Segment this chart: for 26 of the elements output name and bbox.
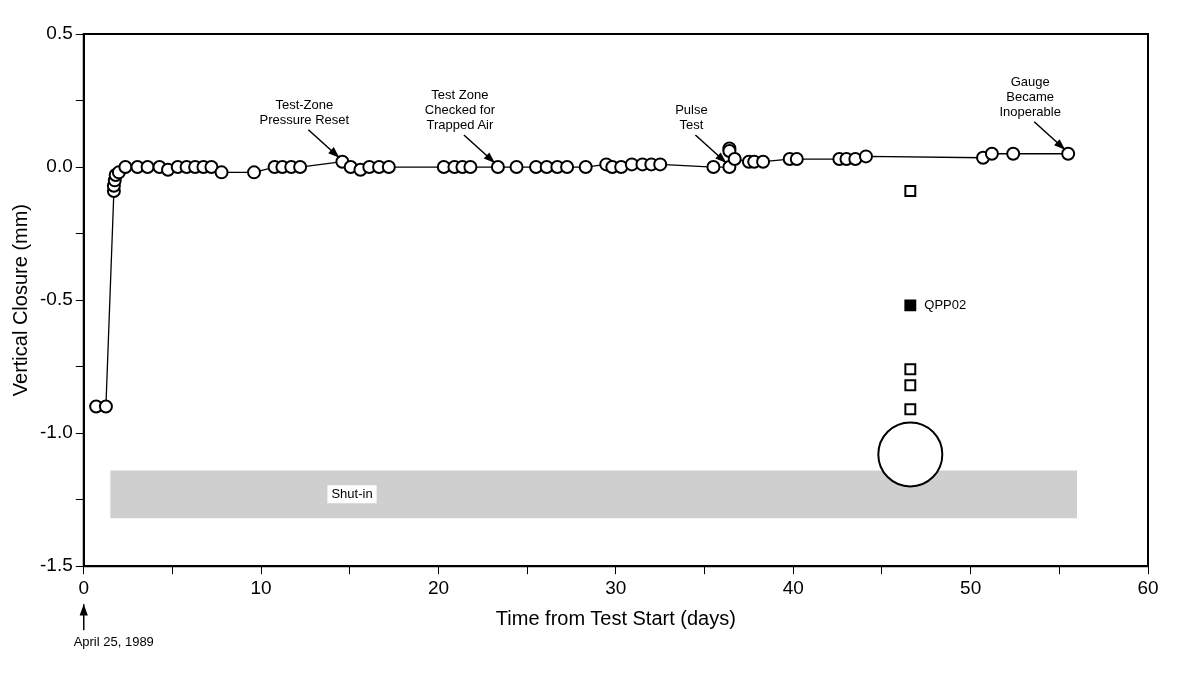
- y-axis-title: Vertical Closure (mm): [8, 203, 31, 397]
- annotation: Test Zone Checked for Trapped Air: [424, 87, 496, 133]
- x-tick-label: 30: [605, 576, 627, 598]
- y-tick-label: 0.0: [46, 155, 73, 177]
- y-tick-label: 0.5: [46, 22, 73, 44]
- series-label: QPP02: [924, 297, 967, 312]
- text: April 25, 1989: [73, 634, 154, 650]
- y-tick-label: -1.0: [39, 421, 73, 443]
- x-tick-label: 60: [1137, 576, 1159, 598]
- y-tick-label: -0.5: [39, 288, 73, 310]
- point: [904, 403, 917, 416]
- x-axis-title: Time from Test Start (days): [495, 606, 736, 629]
- x-tick-label: 40: [782, 576, 804, 598]
- y-tick-label: -1.5: [39, 554, 73, 576]
- x-tick-label: 10: [250, 576, 272, 598]
- x-tick-label: 0: [78, 576, 90, 598]
- x-tick-label: 50: [960, 576, 982, 598]
- point: [904, 363, 917, 376]
- point: [904, 185, 917, 197]
- annotation: Gauge Became Inoperable: [999, 73, 1061, 119]
- annotation: Test-Zone Pressure Reset: [259, 96, 350, 127]
- band-label: Shut-in: [331, 485, 373, 501]
- point: [904, 299, 917, 312]
- point: [904, 379, 917, 392]
- annotation: Pulse Test: [675, 102, 708, 133]
- x-tick-label: 20: [427, 576, 450, 598]
